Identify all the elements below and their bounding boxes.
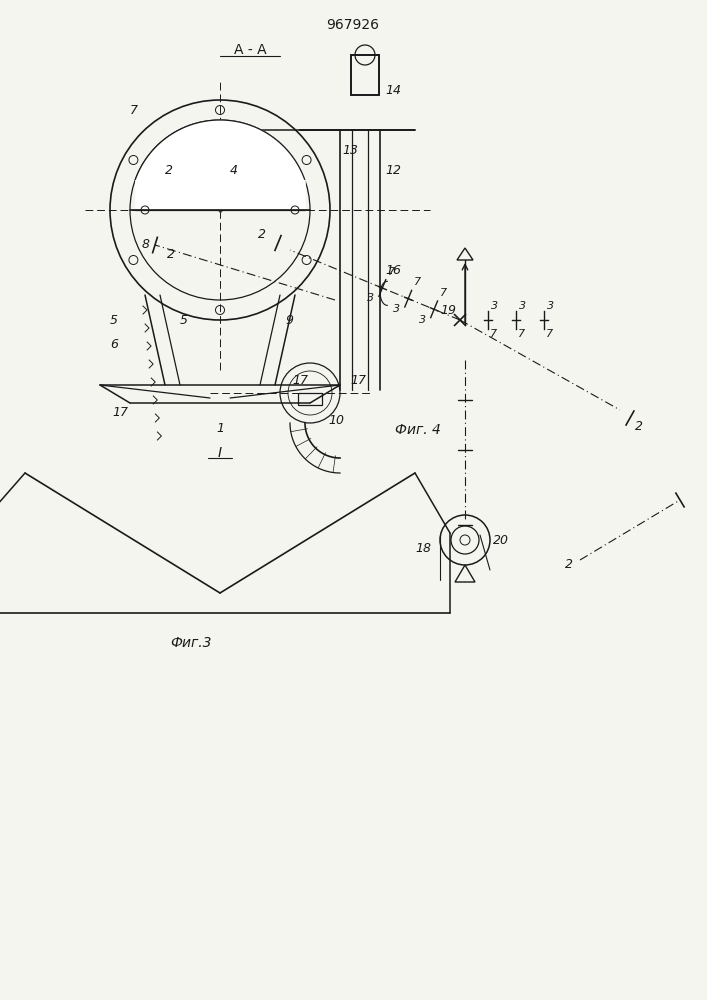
Text: 9: 9 [285,314,293,326]
Text: 8: 8 [142,238,150,251]
Text: Фиг.3: Фиг.3 [170,636,211,650]
Text: 7: 7 [440,288,447,298]
Text: А - А: А - А [234,43,267,57]
Text: 17: 17 [112,406,128,420]
Text: 20: 20 [493,534,509,546]
Text: 17: 17 [292,373,308,386]
Text: 1: 1 [216,422,224,434]
Text: 18: 18 [415,542,431,554]
Text: 967926: 967926 [327,18,380,32]
Text: 2: 2 [258,229,266,241]
Text: 13: 13 [342,143,358,156]
Text: 2: 2 [565,558,573,572]
Text: 2: 2 [635,420,643,432]
Text: 7: 7 [490,329,497,339]
Text: 12: 12 [385,163,401,176]
Text: I: I [218,446,222,460]
Text: 2: 2 [165,163,173,176]
Text: 4: 4 [230,163,238,176]
Text: 7: 7 [130,104,138,116]
Text: 3: 3 [393,304,400,314]
Text: 17: 17 [350,374,366,387]
Text: 2: 2 [167,248,175,261]
Text: 19: 19 [440,304,456,316]
Text: 10: 10 [328,414,344,428]
Text: 3: 3 [547,301,554,311]
Text: 3: 3 [491,301,498,311]
Text: 5: 5 [180,314,188,326]
Text: 3: 3 [367,293,374,303]
Text: 14: 14 [385,84,401,97]
Text: 3: 3 [519,301,526,311]
Text: 7: 7 [414,277,421,287]
Text: 7: 7 [546,329,553,339]
Text: 6: 6 [110,338,118,352]
Text: 16: 16 [385,263,401,276]
Text: 5: 5 [110,314,118,326]
Text: Фиг. 4: Фиг. 4 [395,423,441,437]
Text: 7: 7 [387,267,395,277]
Text: 3: 3 [419,315,426,325]
Bar [298,393,322,405]
Text: 7: 7 [518,329,525,339]
